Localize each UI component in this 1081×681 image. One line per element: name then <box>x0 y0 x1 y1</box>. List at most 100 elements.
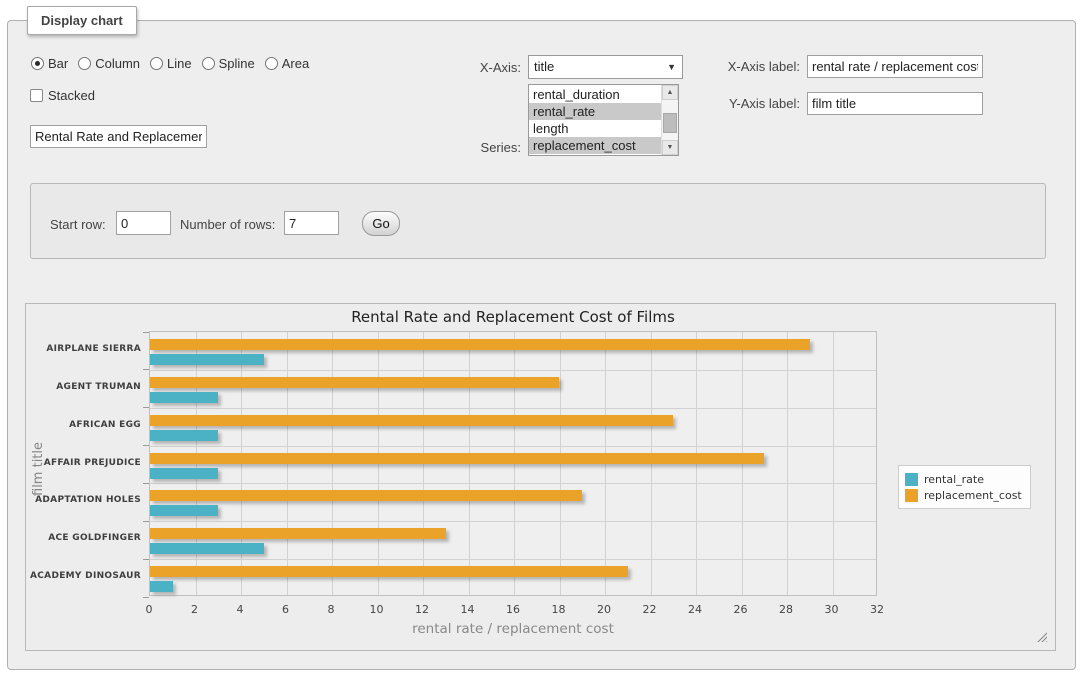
bar-replacement_cost <box>150 490 583 502</box>
radio-icon[interactable] <box>201 57 215 70</box>
x-tick-label: 8 <box>327 603 335 616</box>
category-label: ACE GOLDFINGER <box>48 533 141 544</box>
series-select-label: Series: <box>480 140 521 155</box>
scroll-up-icon[interactable]: ▲ <box>662 85 678 100</box>
category-label: ACADEMY DINOSAUR <box>30 571 141 582</box>
chart-type-radio-area[interactable]: Area <box>264 56 310 71</box>
y-axis-label-input[interactable] <box>807 92 983 115</box>
chart-type-radio-line[interactable]: Line <box>150 56 192 71</box>
legend-item-replacement_cost: replacement_cost <box>905 487 1022 503</box>
category-label: AGENT TRUMAN <box>56 381 141 392</box>
radio-label: Bar <box>48 56 69 71</box>
bar-rental_rate <box>150 467 219 479</box>
y-tick-mark <box>143 407 149 409</box>
y-tick-mark <box>143 558 149 560</box>
chart-title-input[interactable] <box>30 125 207 148</box>
bar-replacement_cost <box>150 376 560 388</box>
x-tick-label: 0 <box>145 603 153 616</box>
scroll-down-icon[interactable]: ▼ <box>662 140 678 155</box>
category-label: AIRPLANE SIERRA <box>46 343 141 354</box>
y-tick-mark <box>143 520 149 522</box>
x-tick-label: 18 <box>551 603 566 616</box>
series-option-rental_duration[interactable]: rental_duration <box>533 87 620 102</box>
bar-rental_rate <box>150 505 219 517</box>
legend-swatch-rental_rate <box>905 472 918 486</box>
chart-legend: rental_rate replacement_cost <box>898 465 1031 509</box>
series-options: rental_duration rental_rate length replacem… <box>529 86 661 154</box>
scrollbar-thumb[interactable] <box>663 113 677 133</box>
y-tick-mark <box>143 445 149 447</box>
x-tick-label: 16 <box>506 603 520 616</box>
gridline-horizontal <box>150 521 876 523</box>
bar-rental_rate <box>150 543 264 555</box>
radio-label: Area <box>281 56 310 71</box>
series-option-replacement_cost[interactable]: replacement_cost <box>529 137 661 154</box>
x-axis-label-field-label: X-Axis label: <box>727 59 800 74</box>
x-tick-label: 32 <box>870 603 884 616</box>
gridline-vertical <box>832 332 834 595</box>
stacked-option[interactable]: Stacked <box>30 88 95 103</box>
bar-replacement_cost <box>150 566 628 578</box>
gridline-horizontal <box>150 407 876 409</box>
x-axis-label-input[interactable] <box>807 55 983 78</box>
gridline-horizontal <box>150 483 876 485</box>
start-row-input[interactable] <box>116 211 171 235</box>
chart-type-radio-bar[interactable]: Bar <box>31 56 68 71</box>
fieldset-legend: Display chart <box>27 6 137 35</box>
legend-label: rental_rate <box>924 472 984 486</box>
x-tick-label: 10 <box>369 603 384 616</box>
scrollbar[interactable]: ▲ ▼ <box>661 85 678 155</box>
go-button[interactable]: Go <box>362 211 400 236</box>
bar-rental_rate <box>150 581 173 593</box>
radio-icon[interactable] <box>150 57 164 70</box>
x-tick-label: 2 <box>191 603 198 616</box>
series-option-rental_rate[interactable]: rental_rate <box>529 103 661 120</box>
bar-rental_rate <box>150 354 264 365</box>
radio-label: Column <box>95 56 141 71</box>
radio-icon[interactable] <box>78 57 92 70</box>
fieldset-legend-text: Display chart <box>41 13 123 28</box>
bar-replacement_cost <box>150 528 446 540</box>
plot-area <box>143 331 877 598</box>
stacked-checkbox[interactable] <box>30 89 43 102</box>
legend-swatch-replacement_cost <box>905 488 918 502</box>
number-of-rows-input[interactable] <box>284 211 339 235</box>
stacked-label: Stacked <box>48 88 95 103</box>
resize-handle-icon[interactable] <box>1036 631 1047 642</box>
radio-icon[interactable] <box>31 57 44 70</box>
chart-type-radio-spline[interactable]: Spline <box>201 56 255 71</box>
radio-icon[interactable] <box>264 57 278 70</box>
y-tick-mark <box>143 482 149 484</box>
chart-container: Rental Rate and Replacement Cost of Film… <box>25 303 1056 651</box>
row-range-fieldset <box>30 183 1046 259</box>
legend-label: replacement_cost <box>924 488 1022 502</box>
x-tick-label: 24 <box>688 603 702 616</box>
y-axis-label-field-label: Y-Axis label: <box>728 96 800 111</box>
chevron-down-icon: ▼ <box>667 62 676 72</box>
x-tick-label: 14 <box>460 603 475 616</box>
gridline-horizontal <box>150 559 876 561</box>
gridline-horizontal <box>150 369 876 371</box>
series-option-length[interactable]: length <box>533 121 569 136</box>
x-tick-label: 4 <box>236 603 244 616</box>
radio-label: Line <box>167 56 192 71</box>
radio-label: Spline <box>218 56 255 71</box>
legend-item-rental_rate: rental_rate <box>905 471 1022 487</box>
y-tick-mark <box>143 331 149 333</box>
x-tick-label: 22 <box>642 603 657 616</box>
bar-replacement_cost <box>150 452 765 464</box>
y-tick-mark <box>143 369 149 371</box>
gridline-vertical <box>787 332 788 595</box>
start-row-label: Start row: <box>50 217 106 232</box>
x-axis-select-value: title <box>534 59 555 74</box>
series-multiselect[interactable]: rental_duration rental_rate length replacem… <box>528 84 679 156</box>
chart-type-radio-column[interactable]: Column <box>78 56 140 71</box>
y-tick-mark <box>143 596 149 598</box>
category-label: ADAPTATION HOLES <box>35 495 141 506</box>
chart-title: Rental Rate and Replacement Cost of Film… <box>351 308 675 326</box>
x-tick-label: 20 <box>597 603 611 616</box>
bar-replacement_cost <box>150 414 674 426</box>
x-axis-select[interactable]: title ▼ <box>528 55 683 79</box>
bar-rental_rate <box>150 429 219 441</box>
